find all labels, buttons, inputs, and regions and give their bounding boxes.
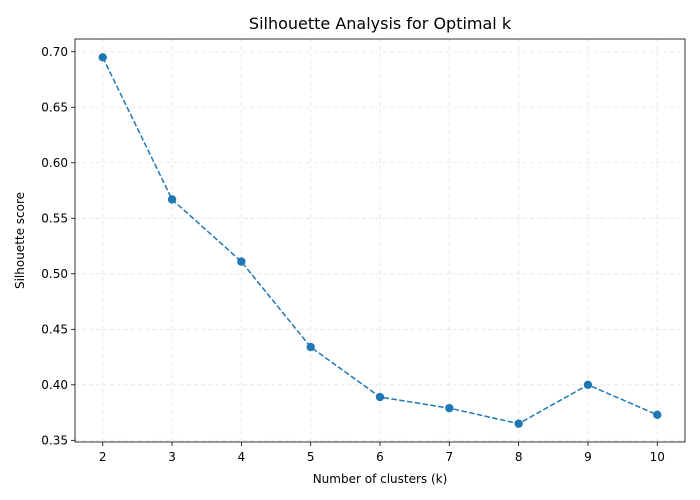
data-point <box>237 257 246 266</box>
y-axis-label: Silhouette score <box>13 192 27 289</box>
data-point <box>583 380 593 390</box>
x-axis-ticks: 2 3 4 5 6 7 8 9 10 <box>99 442 665 464</box>
x-tick-label: 9 <box>584 450 592 464</box>
x-tick-label: 10 <box>650 450 665 464</box>
x-tick-label: 8 <box>515 450 523 464</box>
y-tick-label: 0.65 <box>41 100 68 114</box>
chart-title: Silhouette Analysis for Optimal k <box>249 14 512 33</box>
y-axis-ticks: 0.35 0.40 0.45 0.50 0.55 0.60 0.65 0.70 <box>41 45 75 447</box>
series-layer <box>98 53 662 428</box>
data-point <box>375 392 385 402</box>
x-tick-label: 3 <box>168 450 176 464</box>
y-tick-label: 0.70 <box>41 45 68 59</box>
data-point <box>445 403 454 413</box>
x-tick-label: 4 <box>238 450 246 464</box>
grid <box>75 39 685 442</box>
y-tick-label: 0.40 <box>41 378 68 392</box>
x-tick-label: 2 <box>99 450 107 464</box>
y-tick-label: 0.55 <box>41 211 68 225</box>
data-point <box>306 342 315 352</box>
x-tick-label: 6 <box>376 450 384 464</box>
y-tick-label: 0.45 <box>41 322 68 336</box>
y-tick-label: 0.35 <box>41 433 68 447</box>
plot-frame <box>74 38 686 443</box>
data-point <box>653 410 662 420</box>
data-point <box>514 419 523 428</box>
x-tick-label: 5 <box>307 450 315 464</box>
x-axis-label: Number of clusters (k) <box>313 472 448 486</box>
y-tick-label: 0.60 <box>41 156 68 170</box>
data-point <box>98 53 107 62</box>
y-tick-label: 0.50 <box>41 267 68 281</box>
x-tick-label: 7 <box>445 450 453 464</box>
data-point <box>167 195 177 204</box>
